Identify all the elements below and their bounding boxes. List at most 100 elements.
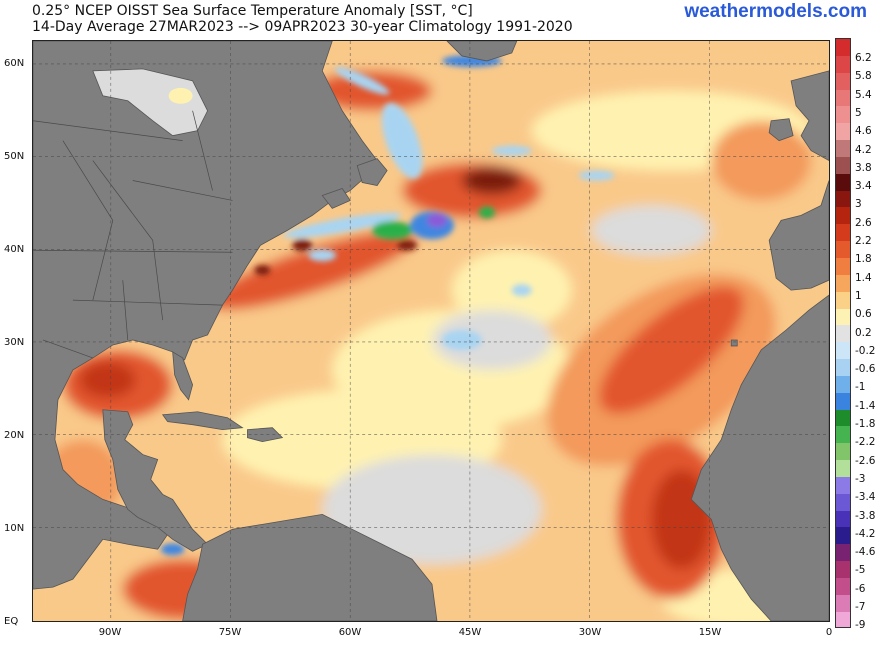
colorbar-swatch bbox=[836, 493, 850, 511]
colorbar-tick-label: -6 bbox=[855, 582, 866, 595]
north-america bbox=[33, 41, 378, 590]
central-america bbox=[102, 409, 209, 552]
lat-label-50n: 50N bbox=[4, 151, 25, 162]
colorbar-swatch bbox=[836, 359, 850, 376]
colorbar-swatch bbox=[836, 561, 850, 578]
colorbar-swatch bbox=[836, 39, 850, 56]
colorbar-tick-label: -9 bbox=[855, 619, 866, 632]
colorbar-tick-label: 1.4 bbox=[855, 271, 872, 284]
colorbar-tick-label: 2.2 bbox=[855, 235, 872, 247]
colorbar-tick-label: 3.8 bbox=[855, 161, 872, 174]
colorbar-tick-label: 0.6 bbox=[855, 308, 872, 321]
colorbar-swatch bbox=[836, 106, 850, 124]
colorbar-tick-label: 4.2 bbox=[855, 143, 872, 156]
colorbar-tick-label: 5 bbox=[855, 106, 862, 119]
colorbar-tick-label: -0.6 bbox=[855, 363, 876, 376]
colorbar-swatch bbox=[836, 89, 850, 107]
colorbar-tick-label: -2.2 bbox=[855, 436, 876, 449]
lon-label-15w: 15W bbox=[698, 627, 722, 638]
colorbar-swatch bbox=[836, 72, 850, 90]
canary bbox=[730, 339, 738, 347]
colorbar-tick-label: 2.6 bbox=[855, 216, 872, 229]
colorbar-swatch bbox=[836, 375, 850, 393]
colorbar-swatch bbox=[836, 156, 850, 174]
lon-label-90w: 90W bbox=[98, 627, 122, 638]
colorbar-swatch bbox=[836, 224, 850, 242]
colorbar-tick-label: -0.2 bbox=[855, 344, 876, 357]
colorbar-swatch bbox=[836, 510, 850, 528]
lat-label-60n: 60N bbox=[4, 58, 25, 69]
anomaly-field bbox=[33, 41, 829, 621]
colorbar-swatch bbox=[836, 476, 850, 494]
greenland bbox=[446, 41, 518, 62]
colorbar-swatch bbox=[836, 527, 850, 545]
map-subtitle: 14-Day Average 27MAR2023 --> 09APR2023 3… bbox=[32, 19, 573, 35]
colorbar-swatch bbox=[836, 274, 850, 292]
colorbar-swatch bbox=[836, 173, 850, 191]
colorbar-tick-label: -4.6 bbox=[855, 546, 876, 559]
colorbar-tick-label: -1.4 bbox=[855, 399, 876, 412]
colorbar-swatch bbox=[836, 392, 850, 410]
sst-anomaly-map bbox=[32, 40, 830, 622]
colorbar-tick-label: 6.2 bbox=[855, 52, 872, 64]
colorbar-tick-label: -3.8 bbox=[855, 509, 876, 522]
cuba bbox=[161, 411, 244, 431]
lat-label-10n: 10N bbox=[4, 523, 25, 534]
colorbar-tick-label: -7 bbox=[855, 601, 866, 613]
colorbar-swatch bbox=[836, 460, 850, 477]
newfoundland bbox=[356, 158, 388, 186]
colorbar-tick-label: 5.8 bbox=[855, 70, 872, 83]
colorbar-swatch bbox=[836, 611, 850, 627]
colorbar-swatch bbox=[836, 594, 850, 612]
lon-label-60w: 60W bbox=[338, 627, 362, 638]
colorbar-tick-label: -2.6 bbox=[855, 454, 876, 467]
colorbar-tick-label: -1 bbox=[855, 381, 866, 394]
colorbar-swatch bbox=[836, 123, 850, 141]
colorbar-swatch bbox=[836, 325, 850, 343]
hudson-warm-patch bbox=[168, 87, 193, 104]
colorbar-tick-label: 4.6 bbox=[855, 125, 872, 138]
lon-label-45w: 45W bbox=[458, 627, 482, 638]
colorbar-swatch bbox=[836, 578, 850, 595]
lat-label-eq: EQ bbox=[4, 616, 19, 627]
graticule bbox=[33, 41, 829, 621]
colorbar-swatch bbox=[836, 241, 850, 258]
colorbar bbox=[835, 38, 851, 628]
brand-link[interactable]: weathermodels.com bbox=[684, 1, 867, 22]
colorbar-swatch bbox=[836, 257, 850, 275]
lat-label-20n: 20N bbox=[4, 430, 25, 441]
lon-label-75w: 75W bbox=[218, 627, 242, 638]
colorbar-tick-label: -4.2 bbox=[855, 527, 876, 540]
lat-label-40n: 40N bbox=[4, 244, 25, 255]
south-america bbox=[182, 513, 438, 621]
colorbar-swatch bbox=[836, 544, 850, 562]
colorbar-swatch bbox=[836, 426, 850, 444]
colorbar-tick-label: 3.4 bbox=[855, 180, 872, 193]
colorbar-tick-label: -1.8 bbox=[855, 418, 876, 430]
colorbar-swatch bbox=[836, 308, 850, 326]
colorbar-swatch bbox=[836, 140, 850, 157]
lon-label-0: 0 bbox=[825, 627, 833, 638]
hudson-bay bbox=[92, 68, 209, 137]
colorbar-swatch bbox=[836, 291, 850, 309]
colorbar-tick-label: 3 bbox=[855, 198, 862, 211]
colorbar-swatch bbox=[836, 342, 850, 360]
colorbar-tick-label: 0.2 bbox=[855, 326, 872, 339]
map-title: 0.25° NCEP OISST Sea Surface Temperature… bbox=[32, 3, 473, 19]
colorbar-swatch bbox=[836, 55, 850, 73]
nova-scotia bbox=[321, 188, 351, 209]
ireland bbox=[768, 118, 794, 142]
land-masses bbox=[33, 41, 829, 621]
colorbar-tick-label: -3.4 bbox=[855, 491, 876, 504]
colorbar-tick-label: 1.8 bbox=[855, 253, 872, 266]
colorbar-tick-label: 5.4 bbox=[855, 88, 872, 101]
france-spain bbox=[768, 180, 829, 291]
colorbar-swatch bbox=[836, 443, 850, 461]
lon-label-30w: 30W bbox=[578, 627, 602, 638]
colorbar-tick-label: -3 bbox=[855, 472, 866, 485]
colorbar-swatch bbox=[836, 409, 850, 427]
hispaniola bbox=[247, 427, 284, 443]
colorbar-swatch bbox=[836, 190, 850, 208]
political-boundaries bbox=[33, 110, 233, 359]
colorbar-swatch bbox=[836, 207, 850, 225]
